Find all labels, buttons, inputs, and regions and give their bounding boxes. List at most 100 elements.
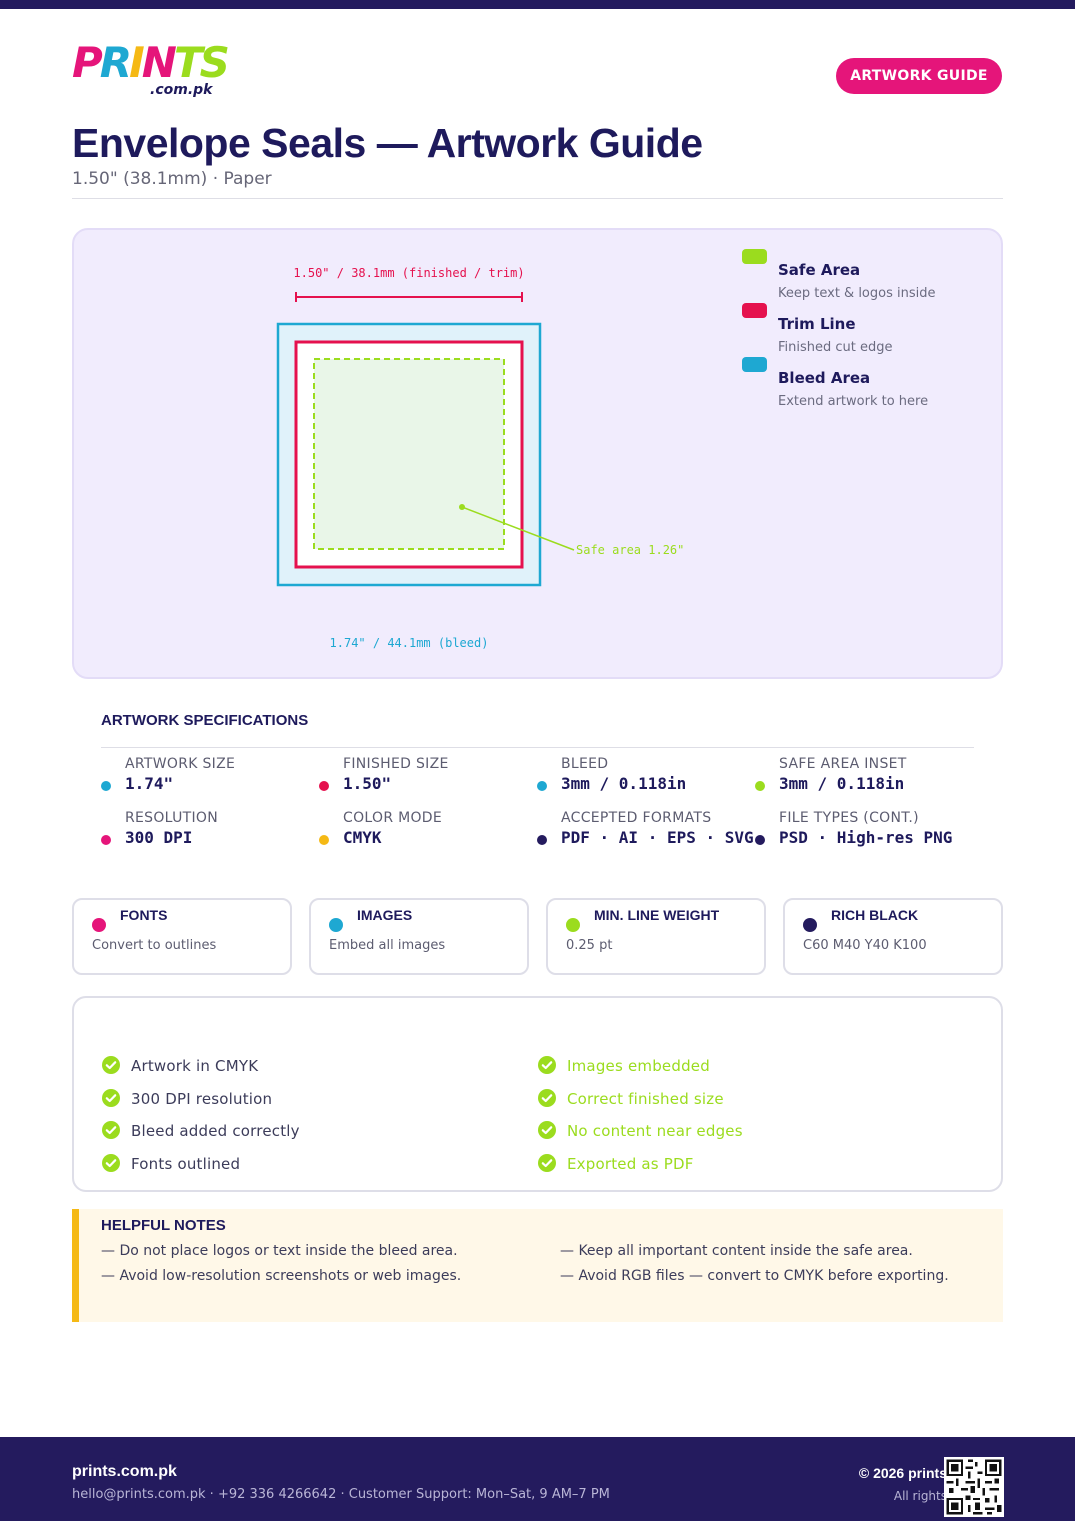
artwork-guide-badge: ARTWORK GUIDE (836, 58, 1002, 94)
qr-code-icon[interactable] (944, 1457, 1004, 1517)
check-circle-icon (102, 1154, 120, 1172)
check-circle-icon (102, 1056, 120, 1074)
legend-title: Trim Line (778, 315, 856, 333)
spec-file-types: FILE TYPES (CONT.) PSD · High-res PNG (755, 810, 973, 854)
trim-dimension-label: 1.50" / 38.1mm (finished / trim) (293, 266, 524, 280)
safe-area-box (313, 358, 505, 550)
spec-label: FILE TYPES (CONT.) (779, 810, 919, 826)
note-item: — Avoid low-resolution screenshots or we… (101, 1268, 462, 1284)
check-circle-icon (102, 1089, 120, 1107)
spec-label: RESOLUTION (125, 810, 219, 826)
info-desc: C60 M40 Y40 K100 (803, 938, 927, 953)
divider (101, 747, 974, 748)
info-title: FONTS (120, 907, 168, 923)
check-circle-icon (102, 1121, 120, 1139)
spec-dot (537, 835, 547, 845)
spec-value: 3mm / 0.118in (561, 774, 687, 793)
spec-color-mode: COLOR MODE CMYK (319, 810, 537, 854)
logo-domain: .com.pk (150, 82, 213, 98)
specs-heading: ARTWORK SPECIFICATIONS (101, 712, 309, 729)
info-title: IMAGES (357, 907, 413, 923)
legend-desc: Keep text & logos inside (778, 286, 936, 301)
spec-value: PDF · AI · EPS · SVG (561, 828, 754, 847)
spec-resolution: RESOLUTION 300 DPI (101, 810, 319, 854)
info-dot (566, 918, 580, 932)
legend-title: Bleed Area (778, 369, 871, 387)
spec-artwork-size: ARTWORK SIZE 1.74" (101, 756, 319, 800)
info-desc: Embed all images (329, 938, 446, 953)
spec-dot (319, 835, 329, 845)
page-title: Envelope Seals — Artwork Guide (72, 120, 703, 166)
footer-brand[interactable]: prints.com.pk (72, 1463, 177, 1480)
info-dot (329, 918, 343, 932)
footer-copyright: © 2026 prints (858, 1465, 947, 1481)
spec-dot (101, 781, 111, 791)
info-desc: 0.25 pt (566, 938, 613, 953)
checklist-label: Images embedded (567, 1057, 710, 1075)
artwork-size-diagram: 1.50" / 38.1mm (finished / trim) Safe ar… (276, 266, 684, 650)
spec-value: 1.50" (343, 774, 392, 793)
divider (72, 198, 1003, 199)
info-card-rich-black: RICH BLACK C60 M40 Y40 K100 (783, 898, 1003, 975)
notes-heading: HELPFUL NOTES (101, 1217, 226, 1234)
spec-value: 300 DPI (125, 828, 193, 847)
top-accent-bar (0, 0, 1075, 9)
note-item: — Do not place logos or text inside the … (101, 1243, 458, 1259)
bleed-dimension-label: 1.74" / 44.1mm (bleed) (330, 636, 489, 650)
check-circle-icon (538, 1154, 556, 1172)
spec-dot (537, 781, 547, 791)
spec-dot (755, 781, 765, 791)
spec-value: 3mm / 0.118in (779, 774, 905, 793)
safe-area-swatch (742, 249, 767, 264)
checklist-label: No content near edges (567, 1122, 743, 1140)
checklist-label: Fonts outlined (131, 1155, 241, 1173)
info-title: MIN. LINE WEIGHT (594, 907, 720, 923)
note-item: — Keep all important content inside the … (560, 1243, 913, 1259)
spec-label: ACCEPTED FORMATS (561, 810, 712, 826)
spec-finished-size: FINISHED SIZE 1.50" (319, 756, 537, 800)
checklist-card: Artwork in CMYK 300 DPI resolution Bleed… (72, 996, 1003, 1192)
spec-label: COLOR MODE (343, 810, 443, 826)
footer-contact: hello@prints.com.pk · +92 336 4266642 · … (72, 1487, 610, 1502)
logo-wordmark: PRINTS (72, 38, 230, 87)
spec-accepted-formats: ACCEPTED FORMATS PDF · AI · EPS · SVG (537, 810, 755, 854)
spec-dot (319, 781, 329, 791)
info-card-min-line-weight: MIN. LINE WEIGHT 0.25 pt (546, 898, 766, 975)
spec-dot (101, 835, 111, 845)
brand-logo[interactable]: PRINTS .com.pk (72, 40, 232, 100)
safe-callout-line (461, 506, 575, 551)
spec-bleed: BLEED 3mm / 0.118in (537, 756, 755, 800)
legend-desc: Extend artwork to here (778, 394, 929, 409)
note-item: — Avoid RGB files — convert to CMYK befo… (560, 1268, 949, 1284)
checklist-label: 300 DPI resolution (131, 1090, 273, 1108)
spec-value: CMYK (343, 828, 382, 847)
trim-line-swatch (742, 303, 767, 318)
info-title: RICH BLACK (831, 907, 919, 923)
page-subtitle: 1.50" (38.1mm) · Paper (72, 169, 272, 189)
info-card-images: IMAGES Embed all images (309, 898, 529, 975)
legend-title: Safe Area (778, 261, 861, 279)
spec-value: 1.74" (125, 774, 174, 793)
footer: prints.com.pk hello@prints.com.pk · +92 … (0, 1437, 1075, 1521)
footer-rights: All rights (893, 1489, 947, 1503)
spec-label: FINISHED SIZE (343, 756, 449, 772)
info-dot (803, 918, 817, 932)
spec-safe-area-inset: SAFE AREA INSET 3mm / 0.118in (755, 756, 973, 800)
info-desc: Convert to outlines (92, 938, 217, 953)
check-circle-icon (538, 1089, 556, 1107)
spec-value: PSD · High-res PNG (779, 828, 953, 847)
info-dot (92, 918, 106, 932)
check-circle-icon (538, 1056, 556, 1074)
trim-dimension-line (295, 292, 523, 302)
helpful-notes-card: HELPFUL NOTES — Do not place logos or te… (72, 1209, 1003, 1322)
legend-desc: Finished cut edge (778, 340, 893, 355)
spec-dot (755, 835, 765, 845)
checklist-label: Artwork in CMYK (131, 1057, 259, 1075)
checklist-label: Bleed added correctly (131, 1122, 300, 1140)
spec-label: BLEED (561, 756, 609, 772)
check-circle-icon (538, 1121, 556, 1139)
safe-callout-label: Safe area 1.26" (576, 543, 684, 557)
spec-label: SAFE AREA INSET (779, 756, 907, 772)
bleed-area-swatch (742, 357, 767, 372)
spec-label: ARTWORK SIZE (125, 756, 236, 772)
